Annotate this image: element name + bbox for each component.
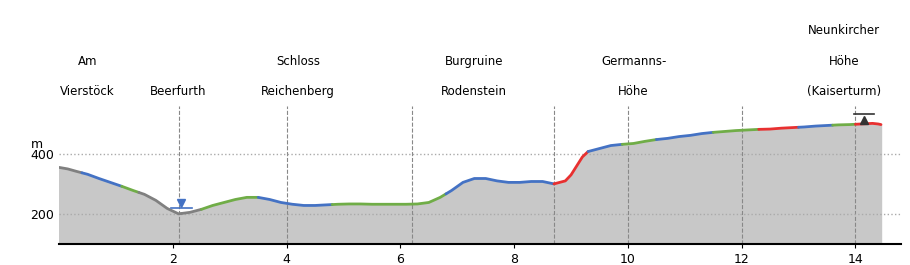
Text: Germanns-: Germanns-: [601, 55, 666, 68]
Text: Vierstöck: Vierstöck: [60, 85, 115, 98]
Text: Höhe: Höhe: [618, 85, 649, 98]
Text: Burgruine: Burgruine: [445, 55, 503, 68]
Text: Schloss: Schloss: [276, 55, 320, 68]
Text: Rodenstein: Rodenstein: [441, 85, 508, 98]
Text: Reichenberg: Reichenberg: [261, 85, 335, 98]
Text: Höhe: Höhe: [829, 55, 859, 68]
Text: Neunkircher: Neunkircher: [808, 24, 880, 37]
Text: Beerfurth: Beerfurth: [150, 85, 207, 98]
Text: (Kaiserturm): (Kaiserturm): [807, 85, 881, 98]
Text: Am: Am: [78, 55, 97, 68]
Text: m: m: [31, 138, 43, 151]
